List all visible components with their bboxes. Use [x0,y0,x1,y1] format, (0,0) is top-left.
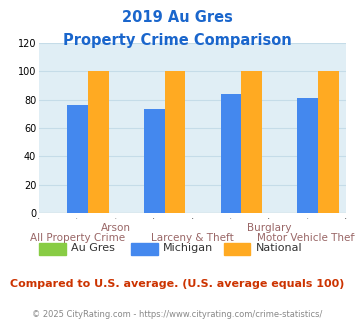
Text: All Property Crime: All Property Crime [30,233,125,243]
Text: National: National [256,244,302,253]
Text: Arson: Arson [101,223,131,233]
Bar [318,71,339,213]
Bar [241,71,262,213]
Bar [165,71,185,213]
Text: Property Crime Comparison: Property Crime Comparison [63,33,292,48]
Text: Burglary: Burglary [247,223,291,233]
Text: 2019 Au Gres: 2019 Au Gres [122,10,233,25]
Text: Larceny & Theft: Larceny & Theft [151,233,234,243]
Text: © 2025 CityRating.com - https://www.cityrating.com/crime-statistics/: © 2025 CityRating.com - https://www.city… [32,310,323,319]
Bar [67,105,88,213]
Text: Michigan: Michigan [163,244,214,253]
Text: Compared to U.S. average. (U.S. average equals 100): Compared to U.S. average. (U.S. average … [10,279,345,289]
Bar [88,71,109,213]
Bar [297,98,318,213]
Text: Au Gres: Au Gres [71,244,115,253]
Text: Motor Vehicle Theft: Motor Vehicle Theft [257,233,355,243]
Bar [220,94,241,213]
Bar [144,110,165,213]
